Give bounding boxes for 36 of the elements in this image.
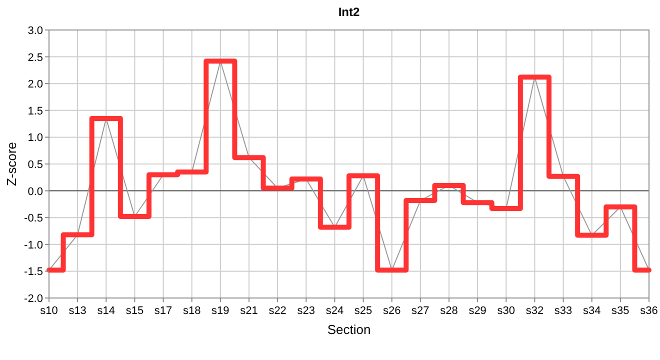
y-tick-label: 1.0 (28, 132, 43, 144)
x-tick-label: s17 (154, 305, 172, 317)
x-tick-label: s18 (182, 305, 201, 317)
x-tick-label: s30 (497, 305, 516, 317)
y-tick-label: 3.0 (28, 25, 43, 37)
x-tick-label: s34 (582, 305, 601, 317)
x-tick-label: s28 (440, 305, 458, 317)
x-tick-label: s15 (126, 305, 144, 317)
x-tick-label: s19 (212, 305, 230, 317)
x-axis-title: Section (327, 322, 371, 337)
x-tick-label: s22 (268, 305, 286, 317)
x-tick-label: s32 (526, 305, 544, 317)
x-tick-label: s21 (240, 305, 258, 317)
x-tick-label: s10 (40, 305, 58, 317)
y-tick-label: -1.0 (24, 239, 43, 252)
y-tick-label: -1.5 (24, 266, 43, 278)
x-tick-label: s27 (412, 305, 430, 317)
x-tick-label: s24 (326, 305, 344, 317)
x-tick-label: s36 (640, 305, 658, 317)
x-tick-label: s35 (612, 305, 630, 317)
y-tick-label: 0.0 (28, 186, 43, 198)
x-tick-label: s26 (382, 305, 401, 317)
y-axis-title: Z-score (4, 142, 19, 186)
x-tick-label: s14 (97, 305, 116, 317)
x-tick-label: s33 (554, 305, 572, 317)
y-tick-label: 2.0 (28, 78, 43, 91)
y-tick-label: 0.5 (28, 159, 43, 171)
y-tick-label: 2.5 (28, 52, 43, 64)
y-tick-label: -2.0 (24, 293, 43, 305)
x-tick-label: s25 (354, 305, 372, 317)
x-tick-label: s29 (468, 305, 486, 317)
x-tick-label: s13 (68, 305, 86, 317)
y-tick-label: 1.5 (28, 105, 43, 118)
y-tick-label: -0.5 (24, 212, 43, 225)
x-tick-label: s23 (297, 305, 316, 317)
chart-title: Int2 (338, 5, 360, 19)
